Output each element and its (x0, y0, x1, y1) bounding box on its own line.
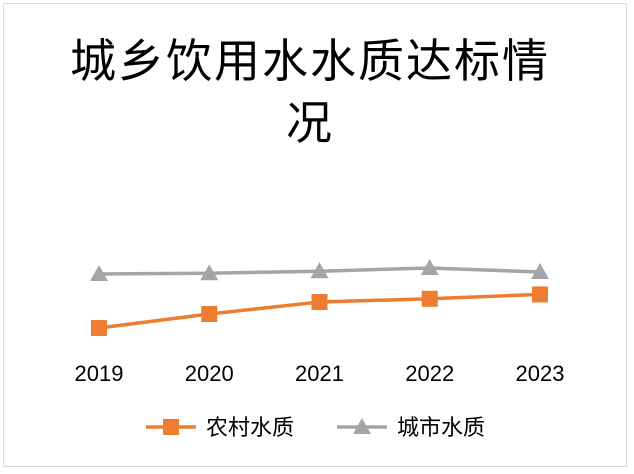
data-point-0-1 (201, 306, 218, 322)
data-point-1-0 (90, 265, 108, 281)
data-point-0-4 (532, 286, 548, 303)
chart-title: 城乡饮用水水质达标情况 (70, 34, 550, 150)
data-point-0-3 (421, 290, 438, 307)
x-tick-label: 2020 (185, 361, 234, 386)
data-point-0-0 (91, 320, 107, 336)
data-point-0-2 (311, 294, 328, 310)
legend: 农村水质 城市水质 (146, 416, 485, 441)
x-axis-tick-labels: 2019 2020 2021 2022 2023 (75, 361, 565, 386)
x-tick-label: 2022 (405, 361, 454, 386)
chart-frame (3, 3, 627, 467)
data-point-1-2 (310, 262, 329, 279)
x-tick-label: 2023 (516, 361, 565, 386)
x-tick-label: 2021 (295, 361, 344, 386)
legend-label-1: 城市水质 (397, 416, 485, 441)
series-layer (90, 259, 549, 336)
x-tick-label: 2019 (75, 361, 124, 386)
data-point-1-3 (420, 259, 439, 275)
legend-marker-1 (353, 418, 371, 434)
legend-label-0: 农村水质 (206, 416, 294, 441)
legend-marker-0 (163, 419, 179, 435)
data-point-1-1 (200, 264, 219, 281)
data-point-1-4 (531, 263, 549, 279)
